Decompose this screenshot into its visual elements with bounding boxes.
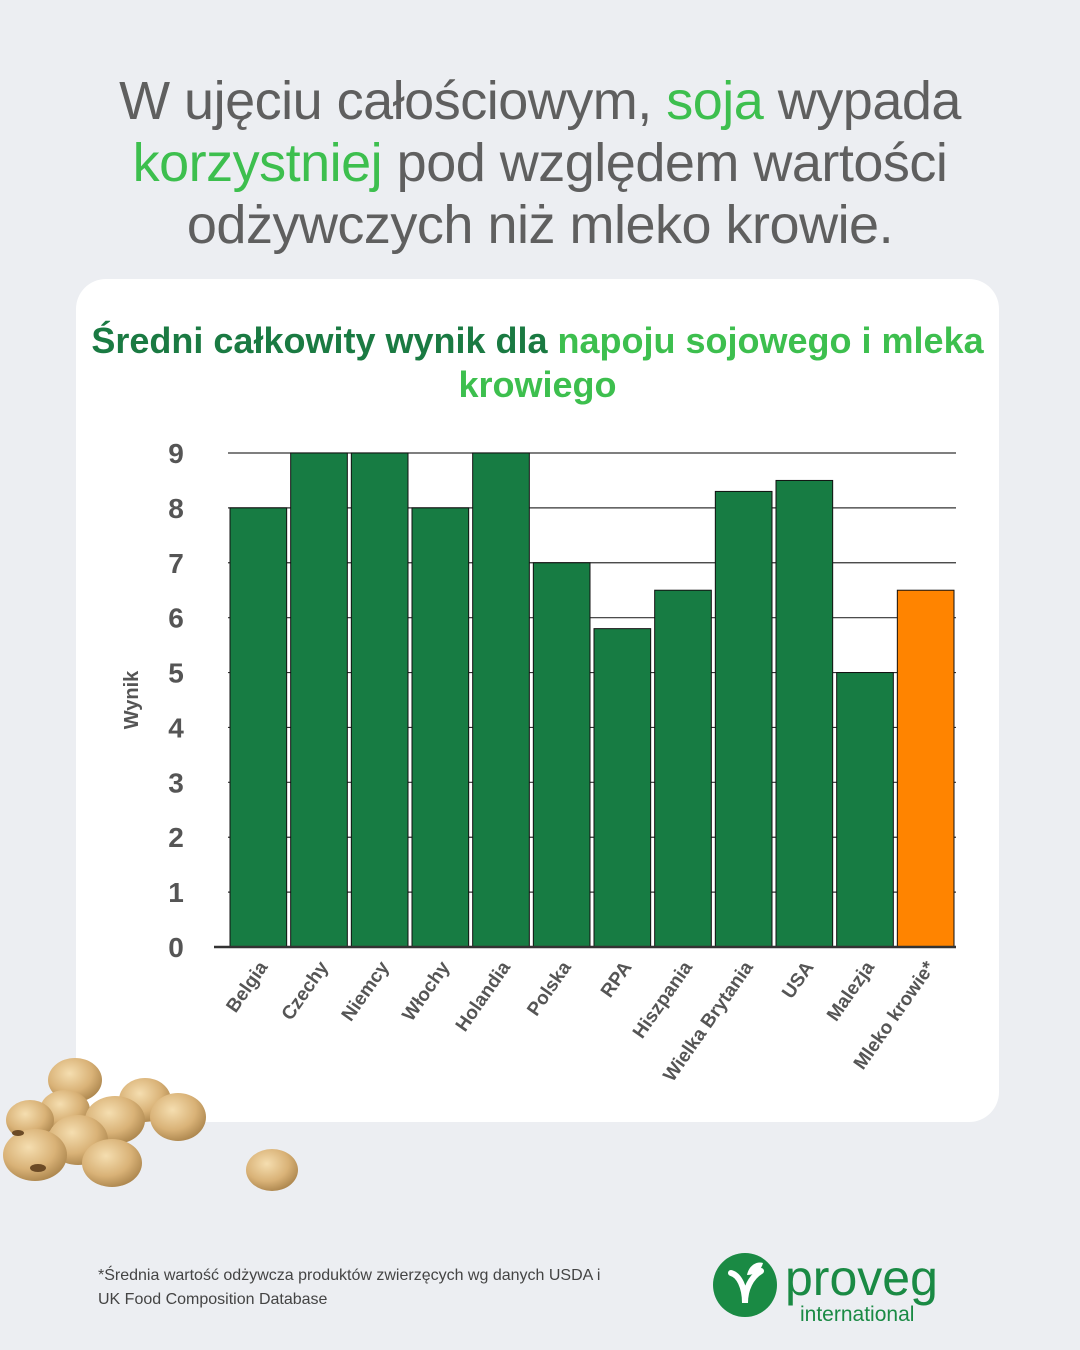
logo-brand: proveg [785,1250,938,1306]
bar [714,490,773,948]
headline-part1: W ujęciu całościowym, [119,71,667,131]
soybeans-illustration [3,1058,298,1191]
headline-highlight-korzystniej: korzystniej [132,133,383,193]
x-tick-label: Czechy [278,957,334,1024]
y-tick-label: 3 [168,767,184,798]
headline: W ujęciu całościowym, soja wypada korzys… [60,70,1020,256]
headline-highlight-soja: soja [666,71,764,131]
y-tick-label: 1 [168,877,184,908]
y-tick-label: 9 [168,438,184,469]
bar [411,507,470,948]
chart-title-highlight: napoju sojowego i mleka krowiego [458,320,984,405]
footnote: *Średnia wartość odżywcza produktów zwie… [98,1267,601,1308]
x-tick-label: USA [778,958,818,1003]
x-tick-label: Malezja [823,957,879,1025]
headline-part3: pod względem wartości odżywczych niż mle… [186,133,948,255]
bar [593,628,652,948]
bar [290,452,348,948]
y-tick-label: 8 [168,493,184,524]
y-tick-label: 4 [168,712,184,743]
x-tick-label: Hiszpania [629,957,697,1042]
headline-part2: wypada [763,71,962,131]
y-axis-label: Wynik [121,670,143,729]
proveg-logo: proveg international [713,1250,938,1325]
bar [532,562,591,948]
x-tick-label: Niemcy [338,957,394,1025]
x-tick-label: Włochy [398,957,454,1025]
x-tick-label: RPA [597,958,637,1002]
bar [350,452,409,948]
y-tick-label: 2 [168,822,184,853]
y-tick-label: 6 [168,603,184,634]
chart-card: Średni całkowity wynik dla napoju sojowe… [76,279,999,1122]
bar [229,507,288,948]
y-tick-label: 7 [168,548,184,579]
bar [836,672,894,948]
bar [775,479,834,948]
x-tick-label: Holandia [452,957,515,1035]
logo-sub: international [800,1303,914,1325]
bar [472,452,530,948]
chart-title: Średni całkowity wynik dla napoju sojowe… [76,319,999,407]
y-tick-label: 0 [168,932,184,963]
chart-title-part1: Średni całkowity wynik dla [91,320,558,361]
x-tick-label: Belgia [223,957,273,1016]
bar [896,589,955,948]
x-tick-label: Polska [523,957,576,1020]
y-tick-label: 5 [168,658,184,689]
bar [654,589,712,948]
